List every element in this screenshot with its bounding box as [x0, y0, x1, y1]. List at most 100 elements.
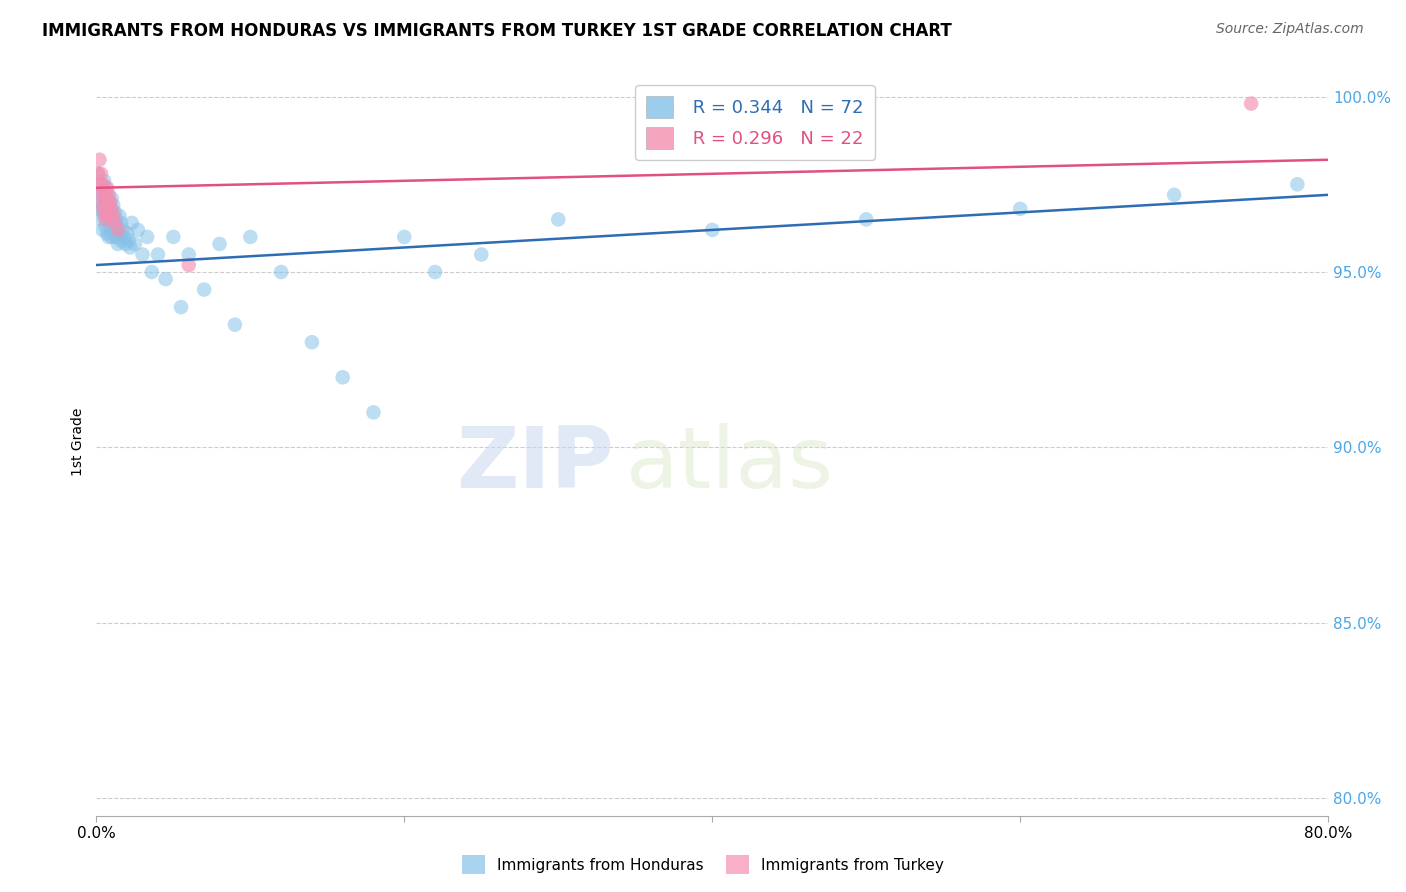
Point [423, 265, 446, 279]
Point [136, 230, 159, 244]
Point [118, 234, 141, 248]
Point [96, 181, 118, 195]
Point [121, 216, 143, 230]
Point [103, 216, 125, 230]
Point [110, 234, 132, 248]
Point [90, 212, 112, 227]
Point [105, 230, 128, 244]
Point [94, 198, 117, 212]
Point [87, 167, 110, 181]
Point [177, 258, 200, 272]
Point [90, 187, 112, 202]
Point [111, 223, 134, 237]
Point [97, 194, 120, 209]
Text: ZIP: ZIP [456, 423, 613, 506]
Point [114, 237, 136, 252]
Point [155, 272, 177, 286]
Point [177, 247, 200, 261]
Point [91, 223, 114, 237]
Point [96, 205, 118, 219]
Point [131, 247, 153, 261]
Point [1163, 187, 1185, 202]
Point [110, 216, 132, 230]
Point [104, 223, 127, 237]
Point [1240, 96, 1263, 111]
Point [363, 405, 385, 419]
Point [107, 219, 129, 234]
Point [112, 230, 135, 244]
Point [97, 187, 120, 202]
Point [90, 178, 112, 192]
Legend: Immigrants from Honduras, Immigrants from Turkey: Immigrants from Honduras, Immigrants fro… [456, 849, 950, 880]
Point [239, 230, 262, 244]
Point [100, 230, 122, 244]
Point [104, 216, 127, 230]
Point [332, 370, 354, 384]
Point [96, 227, 118, 241]
Point [98, 219, 121, 234]
Point [91, 184, 114, 198]
Point [103, 198, 125, 212]
Point [394, 230, 416, 244]
Point [1010, 202, 1032, 216]
Point [91, 202, 114, 216]
Text: atlas: atlas [626, 423, 834, 506]
Point [103, 209, 125, 223]
Point [193, 283, 215, 297]
Point [104, 205, 127, 219]
Point [97, 230, 120, 244]
Point [89, 178, 111, 192]
Point [93, 191, 115, 205]
Point [90, 194, 112, 209]
Point [94, 212, 117, 227]
Point [97, 212, 120, 227]
Point [100, 209, 122, 223]
Point [94, 191, 117, 205]
Point [93, 184, 115, 198]
Point [90, 167, 112, 181]
Point [96, 187, 118, 202]
Point [91, 178, 114, 192]
Point [107, 237, 129, 252]
Point [98, 202, 121, 216]
Point [208, 237, 231, 252]
Y-axis label: 1st Grade: 1st Grade [72, 408, 86, 476]
Point [1286, 178, 1309, 192]
Legend:  R = 0.344   N = 72,  R = 0.296   N = 22: R = 0.344 N = 72, R = 0.296 N = 22 [636, 85, 875, 160]
Point [96, 198, 118, 212]
Point [146, 247, 169, 261]
Point [470, 247, 492, 261]
Point [108, 227, 131, 241]
Point [270, 265, 292, 279]
Point [91, 198, 114, 212]
Point [124, 237, 146, 252]
Point [87, 167, 110, 181]
Point [115, 227, 138, 241]
Point [93, 174, 115, 188]
Point [89, 187, 111, 202]
Point [97, 209, 120, 223]
Point [547, 212, 569, 227]
Point [94, 219, 117, 234]
Point [94, 181, 117, 195]
Point [702, 223, 724, 237]
Point [108, 209, 131, 223]
Point [100, 191, 122, 205]
Point [170, 300, 193, 314]
Point [224, 318, 246, 332]
Point [120, 240, 142, 254]
Point [93, 205, 115, 219]
Point [162, 230, 184, 244]
Point [89, 153, 111, 167]
Point [301, 335, 323, 350]
Point [107, 223, 129, 237]
Point [93, 209, 115, 223]
Point [100, 202, 122, 216]
Point [855, 212, 877, 227]
Point [98, 194, 121, 209]
Point [89, 202, 111, 216]
Point [105, 212, 128, 227]
Text: Source: ZipAtlas.com: Source: ZipAtlas.com [1216, 22, 1364, 37]
Point [141, 265, 163, 279]
Text: IMMIGRANTS FROM HONDURAS VS IMMIGRANTS FROM TURKEY 1ST GRADE CORRELATION CHART: IMMIGRANTS FROM HONDURAS VS IMMIGRANTS F… [42, 22, 952, 40]
